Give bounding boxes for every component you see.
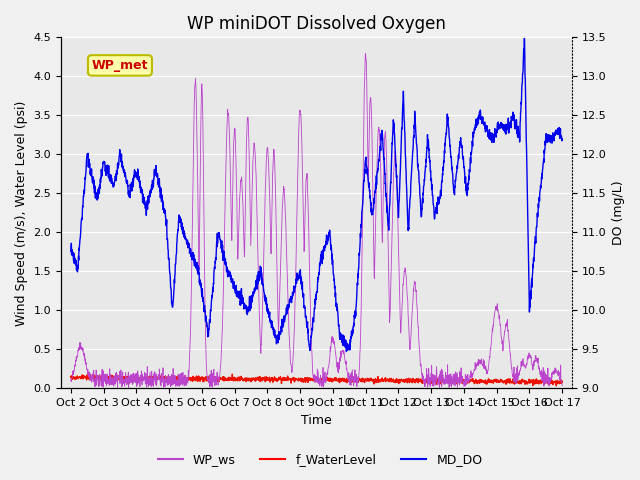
- Y-axis label: DO (mg/L): DO (mg/L): [612, 180, 625, 245]
- Title: WP miniDOT Dissolved Oxygen: WP miniDOT Dissolved Oxygen: [187, 15, 446, 33]
- Y-axis label: Wind Speed (m/s), Water Level (psi): Wind Speed (m/s), Water Level (psi): [15, 100, 28, 325]
- Text: WP_met: WP_met: [92, 59, 148, 72]
- X-axis label: Time: Time: [301, 414, 332, 427]
- Legend: WP_ws, f_WaterLevel, MD_DO: WP_ws, f_WaterLevel, MD_DO: [152, 448, 488, 471]
